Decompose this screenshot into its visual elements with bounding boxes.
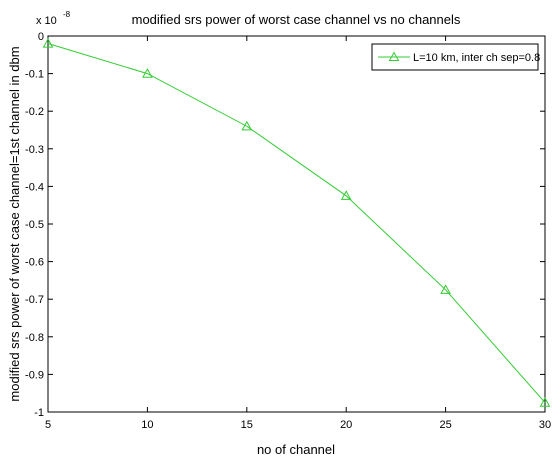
data-point-marker [42,37,54,48]
y-tick-label: -0.7 [25,294,44,306]
x-tick-label: 20 [340,419,352,431]
y-exponent-power: -8 [63,10,71,19]
x-tick-label: 15 [241,419,253,431]
y-exponent-base: x 10 [36,15,57,27]
x-tick-label: 30 [539,419,551,431]
series-line [47,43,546,403]
y-tick-label: -0.4 [25,181,44,193]
y-tick-label: -1 [34,407,44,419]
x-tick-label: 25 [439,419,451,431]
y-tick-label: -0.9 [25,369,44,381]
plot-area [47,35,546,413]
data-point-marker [340,190,352,200]
y-tick-label: -0.8 [25,332,44,344]
y-tick-label: -0.3 [25,144,44,156]
y-tick-label: -0.5 [25,219,44,231]
series-layer [42,37,551,407]
y-axis-ticks: 0 -0.1 -0.2 -0.3 -0.4 -0.5 -0.6 -0.7 -0.8 -0.9 -1 [25,31,545,419]
x-axis-label: no of channel [257,442,335,457]
data-point-marker [142,68,153,78]
y-axis-label: modified srs power of worst case channel… [7,46,22,401]
x-tick-label: 10 [141,419,153,431]
x-axis-ticks: 5 10 15 20 25 30 [45,36,551,431]
legend: L=10 km, inter ch sep=0.8 [371,43,540,71]
data-point-marker [241,120,253,131]
chart-title: modified srs power of worst case channel… [132,12,461,27]
data-point-marker [440,284,451,294]
data-point-marker [539,397,551,407]
y-tick-label: -0.1 [25,69,44,81]
x-tick-label: 5 [45,419,51,431]
y-tick-label: -0.2 [25,106,44,118]
y-tick-label: 0 [38,31,44,43]
legend-label: L=10 km, inter ch sep=0.8 [413,52,540,64]
y-tick-label: -0.6 [25,257,44,269]
legend-marker-icon [388,51,400,61]
